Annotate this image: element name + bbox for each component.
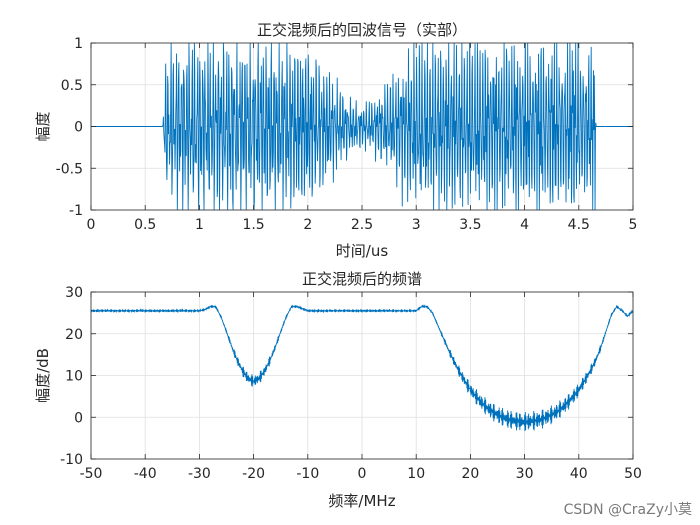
time-domain-title: 正交混频后的回波信号（实部） (257, 21, 467, 39)
time-domain-y-ticks: -1 -0.5 0 0.5 1 (56, 36, 633, 219)
spectrum-x-ticks: -50 -40 -30 -20 -10 0 10 20 30 40 50 (80, 292, 642, 482)
time-domain-x-tick-label: 3.5 (459, 217, 481, 233)
time-domain-x-tick-label: 5 (629, 217, 638, 233)
spectrum-x-tick-label: -30 (188, 466, 211, 482)
spectrum-axes: -50 -40 -30 -20 -10 0 10 20 30 40 50 -10 0 10 20 30 正交… (34, 270, 642, 510)
time-domain-y-tick-label: 1 (74, 36, 83, 52)
time-domain-x-tick-label: 0 (87, 217, 96, 233)
time-domain-y-tick-label: -1 (69, 203, 83, 219)
spectrum-title: 正交混频后的频谱 (302, 270, 422, 288)
time-domain-x-tick-label: 1.5 (242, 217, 264, 233)
time-domain-x-tick-label: 4 (520, 217, 529, 233)
time-domain-x-tick-label: 2.5 (351, 217, 373, 233)
time-domain-x-tick-label: 4.5 (568, 217, 590, 233)
spectrum-x-tick-label: -40 (134, 466, 157, 482)
spectrum-y-tick-label: -10 (60, 452, 83, 468)
spectrum-y-tick-label: 0 (74, 410, 83, 426)
spectrum-x-tick-label: 0 (358, 466, 367, 482)
spectrum-path (90, 304, 634, 432)
spectrum-x-tick-label: 20 (461, 466, 479, 482)
time-domain-x-label: 时间/us (336, 242, 389, 260)
watermark: CSDN @CraZy小莫 (563, 502, 692, 518)
spectrum-y-label: 幅度/dB (34, 348, 52, 403)
spectrum-line (90, 304, 634, 432)
time-domain-x-ticks: 0 0.5 1 1.5 2 2.5 3 3.5 4 4.5 5 (87, 43, 638, 233)
spectrum-y-tick-label: 20 (65, 327, 83, 343)
spectrum-x-tick-label: 30 (516, 466, 534, 482)
spectrum-y-tick-label: 10 (65, 369, 83, 385)
spectrum-x-label: 频率/MHz (328, 492, 395, 510)
time-domain-y-tick-label: 0.5 (61, 78, 83, 94)
spectrum-x-tick-label: 10 (407, 466, 425, 482)
time-domain-y-tick-label: 0 (74, 120, 83, 136)
time-domain-axes: 0 0.5 1 1.5 2 2.5 3 3.5 4 4.5 5 -1 -0.5 0 0.5 1 正交混频后的… (34, 21, 637, 260)
time-domain-y-label: 幅度 (34, 111, 52, 141)
spectrum-y-tick-label: 30 (65, 285, 83, 301)
spectrum-x-tick-label: -10 (296, 466, 319, 482)
spectrum-x-tick-label: -20 (242, 466, 265, 482)
time-domain-x-tick-label: 2 (303, 217, 312, 233)
time-domain-signal-path (91, 42, 633, 211)
spectrum-x-tick-label: 50 (624, 466, 642, 482)
spectrum-x-tick-label: -50 (80, 466, 103, 482)
time-domain-x-tick-label: 3 (412, 217, 421, 233)
time-domain-y-tick-label: -0.5 (56, 161, 83, 177)
spectrum-y-ticks: -10 0 10 20 30 (60, 285, 633, 468)
time-domain-signal-line (91, 42, 633, 211)
spectrum-x-tick-label: 40 (570, 466, 588, 482)
time-domain-x-tick-label: 1 (195, 217, 204, 233)
time-domain-x-tick-label: 0.5 (134, 217, 156, 233)
